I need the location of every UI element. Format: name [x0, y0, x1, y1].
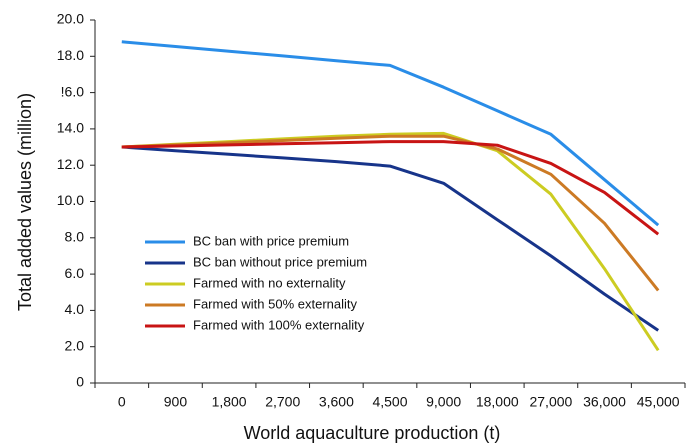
series-line: [121, 145, 660, 332]
series-line: [121, 134, 660, 292]
x-tick-label: 36,000: [583, 394, 626, 410]
x-tick-label: 27,000: [529, 394, 572, 410]
y-tick-label: !6.0: [61, 83, 85, 99]
x-tick-label: 0: [118, 394, 126, 410]
y-tick-label: 18.0: [57, 47, 84, 63]
legend-label: Farmed with 50% externality: [193, 296, 358, 311]
y-axis-title: Total added values (million): [15, 93, 35, 311]
legend-label: BC ban without price premium: [193, 254, 367, 269]
y-tick-label: 12.0: [57, 156, 84, 172]
x-tick-label: 9,000: [426, 394, 461, 410]
x-axis-title: World aquaculture production (t): [244, 423, 501, 443]
y-tick-label: 8.0: [65, 229, 85, 245]
series-line: [121, 40, 660, 227]
y-tick-label: 4.0: [65, 301, 85, 317]
x-tick-label: 2,700: [265, 394, 300, 410]
x-tick-label: 1,800: [212, 394, 247, 410]
y-tick-label: 0: [76, 374, 84, 390]
x-tick-label: 18,000: [476, 394, 519, 410]
legend-label: Farmed with 100% externality: [193, 317, 365, 332]
y-tick-label: 20.0: [57, 11, 84, 27]
x-tick-label: 45,000: [637, 394, 680, 410]
x-tick-label: 900: [164, 394, 188, 410]
x-tick-label: 3,600: [319, 394, 354, 410]
y-tick-label: 2.0: [65, 337, 85, 353]
y-tick-label: 10.0: [57, 192, 84, 208]
legend-label: BC ban with price premium: [193, 233, 349, 248]
series-line: [121, 140, 660, 236]
y-tick-label: 6.0: [65, 265, 85, 281]
y-tick-label: 14.0: [57, 120, 84, 136]
legend-label: Farmed with no externality: [193, 275, 346, 290]
x-tick-label: 4,500: [372, 394, 407, 410]
